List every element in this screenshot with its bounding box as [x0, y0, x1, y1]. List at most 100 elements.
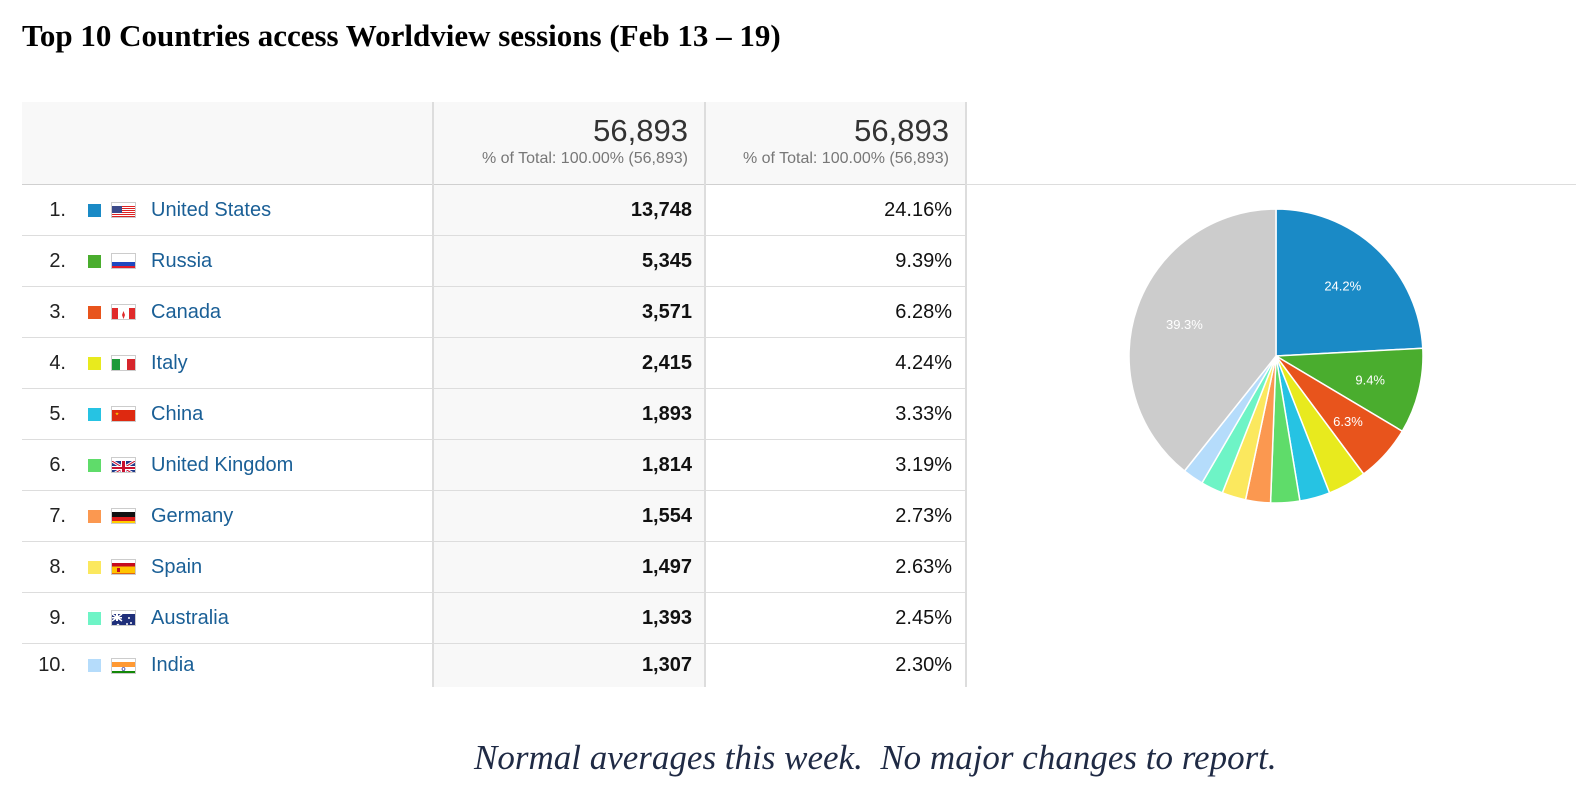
- percent-value: 9.39%: [705, 235, 967, 287]
- header-divider: [966, 184, 1576, 185]
- country-cell: 4. Italy: [22, 337, 434, 389]
- country-cell: 7. Germany: [22, 490, 434, 542]
- row-rank: 6.: [49, 453, 66, 476]
- percent-value: 3.19%: [705, 439, 967, 491]
- sessions-value: 1,893: [433, 388, 706, 440]
- sessions-value: 3,571: [433, 286, 706, 338]
- row-rank: 1.: [49, 198, 66, 221]
- percent-column-header[interactable]: 56,893 % of Total: 100.00% (56,893): [705, 102, 967, 185]
- table-row: 7. Germany 1,554 2.73%: [22, 490, 967, 542]
- page-title: Top 10 Countries access Worldview sessio…: [22, 18, 781, 53]
- sessions-value: 5,345: [433, 235, 706, 287]
- sessions-column-header[interactable]: 56,893 % of Total: 100.00% (56,893): [433, 102, 706, 185]
- uk-flag-icon: [111, 457, 136, 473]
- russia-flag-icon: [111, 253, 136, 269]
- series-color-swatch: [88, 203, 101, 217]
- spain-flag-icon: [111, 559, 136, 575]
- pie-slice-other[interactable]: [1128, 208, 1277, 473]
- italy-flag-icon: [111, 355, 136, 371]
- table-row: 8. Spain 1,497 2.63%: [22, 541, 967, 593]
- country-cell: 1. United States: [22, 184, 434, 236]
- country-link[interactable]: United Kingdom: [151, 453, 294, 476]
- country-link[interactable]: Spain: [151, 555, 203, 578]
- country-cell: 10. India: [22, 643, 434, 687]
- pie-slice-united-states[interactable]: [1275, 208, 1424, 357]
- country-link[interactable]: India: [151, 654, 195, 676]
- series-color-swatch: [88, 407, 101, 421]
- countries-table: 56,893 % of Total: 100.00% (56,893) 56,8…: [22, 102, 967, 687]
- sessions-value: 1,554: [433, 490, 706, 542]
- country-link[interactable]: Australia: [151, 606, 229, 629]
- sessions-pie-chart: 24.2% 9.4% 6.3% 39.3%: [1128, 208, 1424, 504]
- row-rank: 7.: [49, 504, 66, 527]
- series-color-swatch: [88, 560, 101, 574]
- country-cell: 9. Australia: [22, 592, 434, 644]
- table-row: 1. United States 13,748 24.16%: [22, 184, 967, 236]
- series-color-swatch: [88, 458, 101, 472]
- percent-total: 56,893: [854, 113, 949, 148]
- pie-label-canada: 6.3%: [1333, 414, 1363, 429]
- row-rank: 8.: [49, 555, 66, 578]
- country-link[interactable]: China: [151, 402, 204, 425]
- country-column-header: [22, 102, 434, 185]
- pie-slice-russia[interactable]: [1273, 347, 1424, 433]
- country-cell: 3. Canada: [22, 286, 434, 338]
- country-cell: 2. Russia: [22, 235, 434, 287]
- country-link[interactable]: Russia: [151, 249, 213, 272]
- us-flag-icon: [111, 202, 136, 218]
- table-row: 10. India 1,307 2.30%: [22, 643, 967, 687]
- sessions-value: 1,814: [433, 439, 706, 491]
- percent-value: 2.63%: [705, 541, 967, 593]
- percent-value: 2.45%: [705, 592, 967, 644]
- country-link[interactable]: Italy: [151, 351, 188, 374]
- germany-flag-icon: [111, 508, 136, 524]
- sessions-value: 1,497: [433, 541, 706, 593]
- footer-note: Normal averages this week. No major chan…: [474, 738, 1277, 777]
- pie-label-russia: 9.4%: [1355, 372, 1385, 387]
- series-color-swatch: [88, 254, 101, 268]
- percent-value: 3.33%: [705, 388, 967, 440]
- sessions-value: 2,415: [433, 337, 706, 389]
- series-color-swatch: [88, 611, 101, 625]
- table-row: 4. Italy 2,415 4.24%: [22, 337, 967, 389]
- table-row: 2. Russia 5,345 9.39%: [22, 235, 967, 287]
- row-rank: 9.: [49, 606, 66, 629]
- percent-value: 2.30%: [705, 643, 967, 687]
- country-link[interactable]: Canada: [151, 300, 222, 323]
- series-color-swatch: [88, 659, 101, 672]
- sessions-value: 1,307: [433, 643, 706, 687]
- table-row: 6. United Kingdom 1,814 3.19%: [22, 439, 967, 491]
- percent-value: 4.24%: [705, 337, 967, 389]
- row-rank: 4.: [49, 351, 66, 374]
- percent-value: 24.16%: [705, 184, 967, 236]
- table-row: 3. Canada 3,571 6.28%: [22, 286, 967, 338]
- country-cell: 6. United Kingdom: [22, 439, 434, 491]
- row-rank: 10.: [38, 654, 66, 676]
- percent-value: 2.73%: [705, 490, 967, 542]
- country-cell: 8. Spain: [22, 541, 434, 593]
- pie-label-united-states: 24.2%: [1324, 279, 1361, 294]
- series-color-swatch: [88, 356, 101, 370]
- sessions-value: 1,393: [433, 592, 706, 644]
- table-header-row: 56,893 % of Total: 100.00% (56,893) 56,8…: [22, 102, 967, 185]
- table-row: 9. Australia 1,393 2.45%: [22, 592, 967, 644]
- country-link[interactable]: United States: [151, 198, 272, 221]
- row-rank: 2.: [49, 249, 66, 272]
- pie-label-other: 39.3%: [1166, 317, 1203, 332]
- australia-flag-icon: [111, 610, 136, 626]
- table-row: 5. China 1,893 3.33%: [22, 388, 967, 440]
- country-cell: 5. China: [22, 388, 434, 440]
- percent-total-sub: % of Total: 100.00% (56,893): [742, 150, 949, 167]
- series-color-swatch: [88, 509, 101, 523]
- sessions-total: 56,893: [593, 113, 688, 148]
- row-rank: 5.: [49, 402, 66, 425]
- series-color-swatch: [88, 305, 101, 319]
- india-flag-icon: [111, 657, 136, 674]
- canada-flag-icon: [111, 304, 136, 320]
- country-link[interactable]: Germany: [151, 504, 234, 527]
- row-rank: 3.: [49, 300, 66, 323]
- sessions-value: 13,748: [433, 184, 706, 236]
- percent-value: 6.28%: [705, 286, 967, 338]
- sessions-total-sub: % of Total: 100.00% (56,893): [481, 150, 688, 167]
- china-flag-icon: [111, 406, 136, 422]
